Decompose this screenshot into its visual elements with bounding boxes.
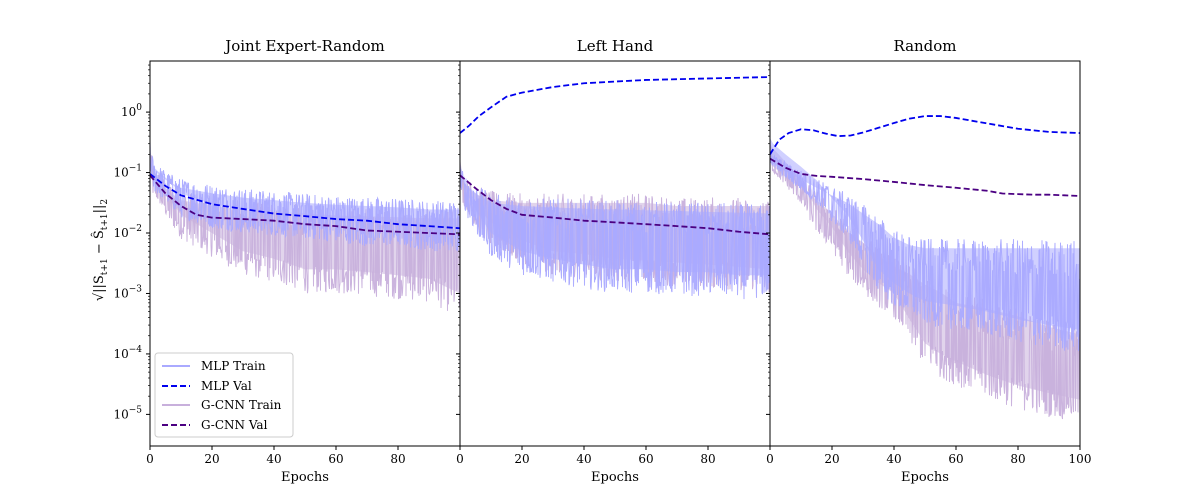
panel-title: Random — [893, 37, 956, 55]
x-tick-label: 40 — [886, 452, 901, 466]
ylabel-body: ||S — [92, 275, 107, 293]
legend-label: G-CNN Train — [201, 398, 282, 412]
series-mlp-val — [770, 115, 1080, 155]
panel-title: Left Hand — [577, 37, 654, 55]
axes-frame — [769, 60, 1081, 447]
legend-item-gcnn-val: G-CNN Val — [162, 418, 268, 432]
series-mlp-val — [460, 76, 770, 134]
legend-item-mlp-train: MLP Train — [162, 359, 266, 373]
y-tick-exponent: 0 — [136, 103, 142, 113]
legend: MLP Train MLP Val G-CNN Train G-CNN Val — [154, 352, 294, 438]
y-tick-label: 100 — [121, 103, 142, 119]
x-tick-label: 40 — [576, 452, 591, 466]
legend-item-gcnn-train: G-CNN Train — [162, 398, 282, 412]
series-g-cnn-val — [150, 174, 460, 236]
panel-left-hand: Left Hand 0 20 40 60 80 Epochs — [456, 37, 771, 485]
x-tick-label: 60 — [638, 452, 653, 466]
series-g-cnn-val — [770, 157, 1080, 197]
ylabel-sub3: 2 — [100, 199, 110, 205]
legend-frame — [154, 352, 294, 438]
legend-label: MLP Val — [201, 379, 252, 393]
y-tick-exponent: −3 — [129, 284, 143, 294]
y-tick-base: 10 — [113, 347, 128, 361]
x-tick-label: 0 — [146, 452, 154, 466]
x-axis-label: Epochs — [281, 470, 329, 485]
panel-random: Random 0 20 40 60 80 100 Epochs — [766, 37, 1091, 485]
x-axis-label: Epochs — [901, 470, 949, 485]
y-axis-label: √||St+1 − Ŝt+1||2 — [90, 199, 110, 301]
y-tick-base: 10 — [113, 226, 128, 240]
x-axis-label: Epochs — [591, 470, 639, 485]
y-tick-label: 10−5 — [113, 405, 142, 421]
x-tick-label: 40 — [266, 452, 281, 466]
series-group — [150, 141, 460, 311]
x-tick-label: 80 — [1010, 452, 1025, 466]
x-tick-label: 20 — [514, 452, 529, 466]
panel-joint-expert-random: Joint Expert-Random 0 20 40 60 8010−510−410−… — [113, 37, 461, 485]
series-mlp-val — [150, 173, 460, 230]
legend-label: G-CNN Val — [201, 418, 268, 432]
ylabel-minus: − Ŝ — [90, 230, 107, 258]
y-tick-base: 10 — [113, 286, 128, 300]
ylabel-sub2: t+1 — [100, 213, 110, 230]
y-tick-exponent: −4 — [129, 345, 143, 355]
y-tick-base: 10 — [113, 166, 128, 180]
x-tick-label: 80 — [700, 452, 715, 466]
series-group — [460, 76, 770, 300]
panel-title: Joint Expert-Random — [223, 37, 385, 55]
x-tick-label: 60 — [948, 452, 963, 466]
series-g-cnn-train-envelope — [770, 143, 1080, 400]
y-tick-label: 10−4 — [113, 345, 142, 361]
y-tick-label: 10−2 — [113, 224, 142, 240]
y-tick-label: 10−1 — [113, 164, 142, 180]
legend-item-mlp-val: MLP Val — [162, 379, 252, 393]
legend-label: MLP Train — [201, 359, 266, 373]
y-tick-exponent: −1 — [129, 164, 142, 174]
series-g-cnn-val — [460, 174, 770, 236]
series-group — [770, 115, 1080, 420]
x-tick-label: 0 — [766, 452, 774, 466]
series-mlp-train-envelope — [770, 137, 1080, 330]
ylabel-sub1: t+1 — [100, 258, 110, 275]
x-tick-label: 20 — [204, 452, 219, 466]
x-tick-label: 80 — [390, 452, 405, 466]
plot-area: 0 20 40 60 80 100 — [766, 60, 1092, 466]
x-tick-label: 100 — [1069, 452, 1092, 466]
x-tick-label: 60 — [328, 452, 343, 466]
svg-text:√||St+1 − Ŝt+1||2: √||St+1 − Ŝt+1||2 — [90, 199, 110, 301]
y-tick-exponent: −5 — [129, 405, 143, 415]
x-tick-label: 0 — [456, 452, 464, 466]
y-tick-exponent: −2 — [129, 224, 142, 234]
plot-area: 0 20 40 60 80 — [456, 60, 771, 466]
y-tick-label: 10−3 — [113, 284, 142, 300]
series-mlp-train-envelope — [460, 161, 770, 276]
x-tick-label: 20 — [824, 452, 839, 466]
ylabel-tail: || — [92, 205, 107, 214]
y-tick-base: 10 — [113, 407, 128, 421]
y-tick-base: 10 — [121, 105, 136, 119]
ylabel-root: √ — [92, 292, 107, 301]
